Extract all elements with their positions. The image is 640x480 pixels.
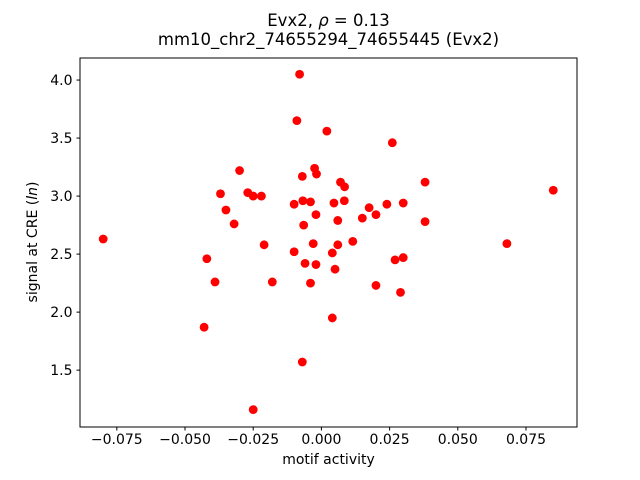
data-point [312,169,321,179]
data-point [382,199,392,209]
chart-title: Evx2, ρ = 0.13 [80,11,577,30]
title-rho-symbol: ρ [318,11,329,30]
data-point [210,277,220,287]
x-axis-label: motif activity [282,452,375,468]
x-tick-label: 0.075 [506,432,546,448]
data-point [371,210,381,220]
data-point [297,357,307,367]
data-point [295,69,304,79]
x-tick-label: 0.000 [301,432,341,448]
data-point [235,166,244,175]
data-point [502,239,512,249]
data-point [398,253,408,262]
data-point [398,198,408,208]
data-point [259,240,269,250]
data-point [299,220,309,230]
data-point [311,260,321,269]
data-point [330,264,340,274]
x-tick-label: 0.025 [370,432,410,448]
y-axis-label: signal at CRE (ln) [25,182,41,303]
data-point [202,254,212,264]
data-point [322,126,332,136]
data-point [98,234,108,244]
chart-subtitle: mm10_chr2_74655294_74655445 (Evx2) [157,30,500,49]
data-point [289,199,299,209]
data-point [340,182,349,192]
data-point [348,236,358,246]
data-point [292,116,302,126]
y-tick-label: 3.0 [50,189,72,205]
data-point [306,197,315,207]
data-point [327,248,337,258]
data-point [396,287,405,297]
y-tick-label: 3.5 [50,131,72,147]
data-point [311,210,321,220]
data-point [216,189,225,199]
data-point [300,258,310,268]
y-tick-label: 4.0 [50,73,72,89]
data-point [308,239,318,249]
data-point [221,205,231,215]
x-tick-label: −0.025 [227,432,279,448]
title-rho-value: = 0.13 [328,11,390,30]
x-tick-label: 0.050 [438,432,478,448]
data-point [364,203,374,213]
data-point [390,255,400,265]
data-point [339,196,349,206]
data-point [420,177,430,187]
x-tick-label: −0.050 [159,432,211,448]
data-point [199,322,209,332]
data-point [297,171,307,181]
data-point [306,278,315,288]
plot-frame [79,57,578,428]
y-tick-label: 2.0 [50,305,72,321]
data-point [289,247,299,257]
data-point [357,213,367,223]
y-tick-label: 1.5 [50,363,72,379]
chart-title-block: Evx2, ρ = 0.13 mm10_chr2_74655294_746554… [80,11,577,49]
data-point [229,219,239,229]
data-point [548,185,558,195]
data-point [420,217,430,227]
data-point [371,281,381,290]
y-label-suffix: ) [25,181,41,188]
data-point [333,240,343,250]
data-point [329,198,339,208]
data-point [267,277,277,287]
y-label-italic: ln [25,187,41,200]
data-point [256,191,266,201]
y-tick-label: 2.5 [50,247,72,263]
data-point [387,138,397,148]
data-point [333,216,343,225]
y-label-prefix: signal at CRE ( [25,199,41,303]
data-point [248,191,258,201]
title-gene-text: Evx2, [267,11,319,30]
data-point [248,405,258,414]
x-tick-label: −0.075 [91,432,143,448]
data-point [327,313,337,323]
data-point [298,196,308,206]
